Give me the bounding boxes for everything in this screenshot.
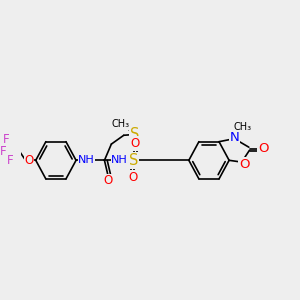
Text: NH: NH (111, 155, 128, 165)
Text: O: O (258, 142, 268, 155)
Text: CH₃: CH₃ (112, 119, 130, 129)
Text: S: S (129, 153, 139, 168)
Text: NH: NH (78, 155, 95, 165)
Text: F: F (0, 145, 7, 158)
Text: F: F (7, 154, 14, 167)
Text: S: S (130, 127, 139, 142)
Text: F: F (3, 133, 9, 146)
Text: O: O (103, 174, 113, 188)
Text: O: O (24, 154, 34, 167)
Text: O: O (131, 137, 140, 150)
Text: CH₃: CH₃ (233, 122, 251, 132)
Text: O: O (239, 158, 250, 171)
Text: O: O (128, 171, 137, 184)
Text: N: N (229, 131, 239, 144)
